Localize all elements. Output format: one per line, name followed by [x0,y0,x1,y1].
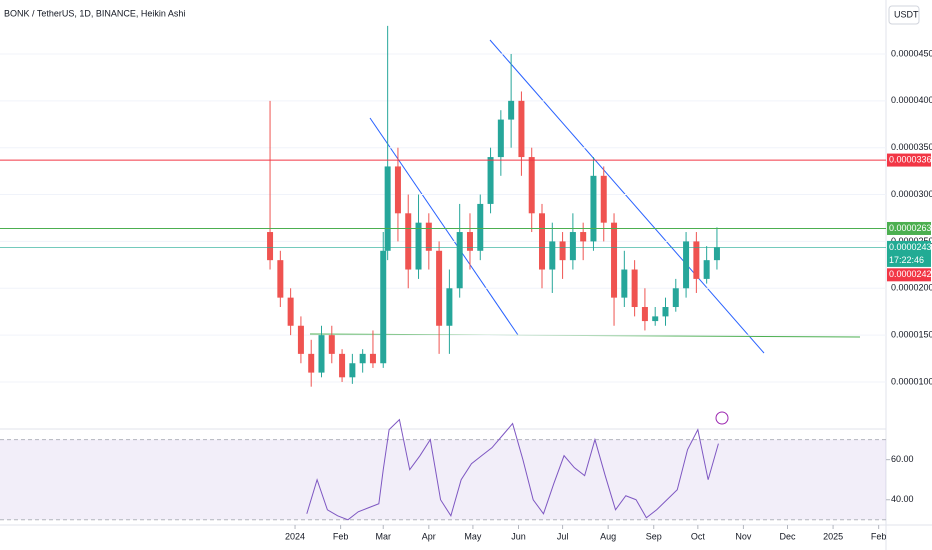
x-tick-label: Aug [600,531,616,541]
candle-body [466,232,473,251]
marker-label: 0.00002421 [889,269,932,279]
candle-body [394,166,401,214]
candle-body [528,157,535,214]
x-tick-label: Feb [333,531,349,541]
candle-body [425,222,432,251]
price-label-box [887,221,931,235]
candle-body [349,363,356,378]
rsi-line [306,418,719,521]
price-label: 0.00003368 [889,154,932,164]
candle-body [518,100,525,158]
candle-body [415,222,422,270]
candle-body [621,269,628,298]
rsi-tick-label: 40.00 [891,494,914,504]
x-tick-label: 2025 [823,531,843,541]
candle-body [672,288,679,308]
candle-body [641,307,648,322]
price-label: 0.00002638 [889,223,932,233]
candle-body [600,175,607,223]
candle-body [359,353,366,364]
x-tick-label: May [464,531,482,541]
price-label: 0.00002436 [889,242,932,252]
alert-icon[interactable] [715,411,729,425]
candle-body [590,175,597,242]
candle-body [328,335,335,354]
marker-label-box [887,268,931,282]
x-tick-label: 2024 [285,531,305,541]
candle-body [405,213,412,270]
candle-body [308,353,315,373]
price-label-box [887,153,931,167]
candle-body [539,213,546,270]
chart-title: BONK / TetherUS, 1D, BINANCE, Heikin Ash… [4,8,185,18]
price-label-box [887,240,931,267]
candle-body [380,250,387,364]
candle-body [318,335,325,373]
candle-body [497,119,504,158]
x-tick-label: Sep [646,531,662,541]
candle-body [569,232,576,261]
currency-button[interactable] [888,5,920,25]
candle-body [683,241,690,289]
candle-body [339,353,346,378]
candle-body [713,247,720,261]
candle-body [369,353,376,364]
currency: USDT [894,9,919,19]
rsi-band [0,439,886,520]
x-tick-label: Jun [511,531,526,541]
candle-body [631,269,638,308]
candle-body [446,288,453,326]
x-tick-label: Nov [735,531,752,541]
candle-body [662,307,669,317]
candle-body [487,157,494,204]
candle-body [703,260,710,279]
candle-body [436,250,443,326]
candle-body [549,241,556,270]
countdown: 17:22:46 [889,255,924,265]
rsi-tick-label: 60.00 [891,454,914,464]
candle-body [477,203,484,251]
candle-body [277,260,284,298]
candle-body [580,232,587,242]
x-tick-label: Apr [422,531,436,541]
x-tick-label: Jul [557,531,569,541]
candle-body [384,166,391,251]
candle-body [611,222,618,298]
x-tick-label: Feb [871,531,887,541]
candle-body [267,232,274,261]
trend-line [489,39,765,354]
candle-body [508,100,515,120]
candle-body [297,325,304,354]
x-tick-label: Dec [779,531,796,541]
x-tick-label: Mar [375,531,391,541]
candle-body [693,241,700,279]
y-tick-label: 0.00004500 [891,48,932,58]
trend-line [369,117,519,336]
candle-body [456,232,463,289]
candle-body [559,241,566,261]
x-tick-label: Oct [691,531,706,541]
candle-body [287,297,294,326]
candle-body [652,316,659,322]
